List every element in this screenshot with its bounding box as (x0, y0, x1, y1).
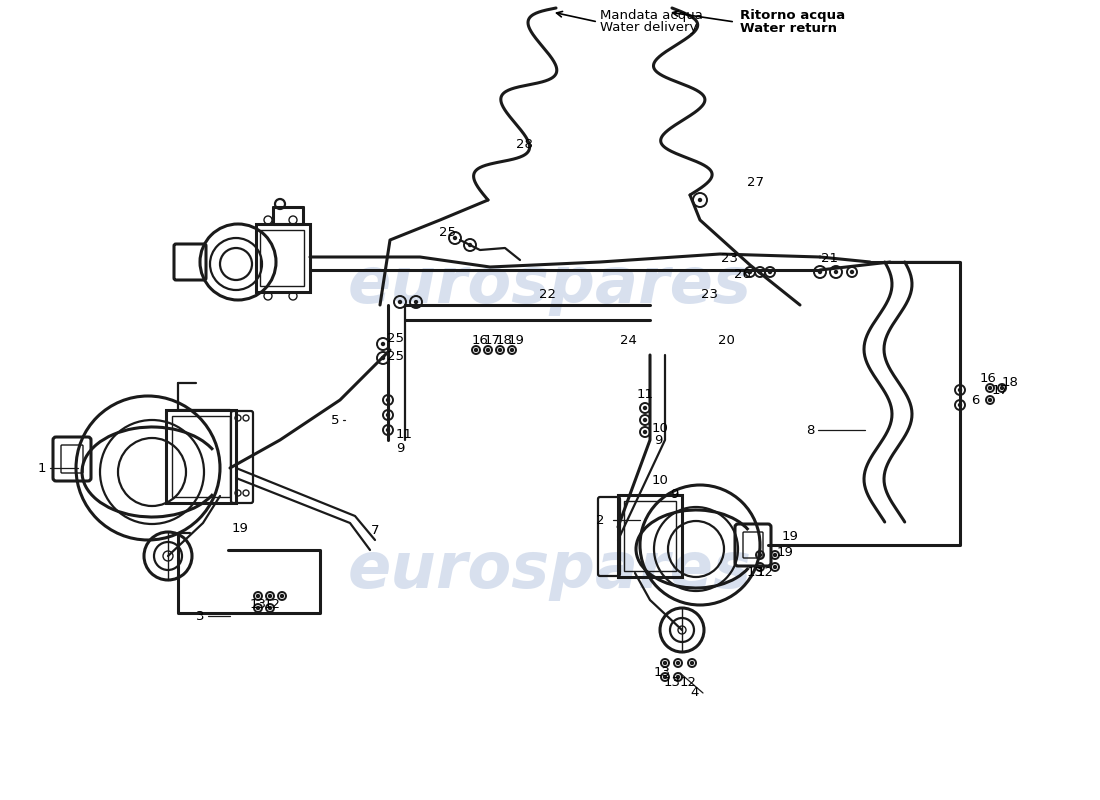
Circle shape (498, 349, 502, 351)
Text: 3: 3 (196, 610, 205, 622)
Text: 13: 13 (250, 598, 266, 611)
Text: 9: 9 (653, 434, 662, 446)
Text: 18: 18 (496, 334, 513, 346)
Text: 23: 23 (702, 287, 718, 301)
Text: 13: 13 (653, 666, 671, 679)
Circle shape (663, 662, 667, 665)
Circle shape (676, 675, 680, 678)
Text: 17: 17 (991, 383, 1009, 397)
Text: 24: 24 (619, 334, 637, 346)
Circle shape (268, 594, 272, 598)
Text: 12: 12 (264, 598, 280, 611)
Text: 19: 19 (232, 522, 249, 534)
Text: Mandata acqua: Mandata acqua (600, 9, 703, 22)
Text: 26: 26 (734, 269, 750, 282)
Text: 7: 7 (371, 523, 380, 537)
Text: 16: 16 (980, 371, 997, 385)
Circle shape (850, 270, 854, 274)
Circle shape (382, 342, 385, 346)
Circle shape (268, 606, 272, 610)
Circle shape (759, 554, 761, 557)
Circle shape (644, 430, 647, 434)
Circle shape (769, 270, 771, 274)
Circle shape (280, 594, 284, 598)
Circle shape (698, 198, 702, 202)
Text: 4: 4 (691, 686, 700, 699)
Circle shape (663, 675, 667, 678)
Text: 12: 12 (680, 675, 696, 689)
Circle shape (256, 606, 260, 610)
Circle shape (474, 349, 477, 351)
Circle shape (256, 594, 260, 598)
Text: 25: 25 (386, 350, 404, 362)
Text: 10: 10 (651, 474, 669, 486)
Circle shape (1001, 386, 1003, 390)
Circle shape (759, 270, 761, 274)
Circle shape (958, 389, 961, 391)
Text: 11: 11 (396, 429, 412, 442)
Circle shape (818, 270, 822, 274)
Text: 25: 25 (440, 226, 456, 238)
Text: 11: 11 (637, 389, 653, 402)
Circle shape (644, 406, 647, 410)
Text: Water delivery: Water delivery (600, 22, 697, 34)
Circle shape (469, 243, 472, 246)
Text: 10: 10 (651, 422, 669, 434)
Text: 16: 16 (472, 334, 488, 346)
Text: 13: 13 (747, 566, 763, 579)
Circle shape (989, 398, 991, 402)
Text: 19: 19 (782, 530, 799, 543)
Circle shape (676, 662, 680, 665)
Text: 20: 20 (717, 334, 735, 346)
Circle shape (759, 566, 761, 569)
Circle shape (415, 301, 418, 303)
Text: 9: 9 (670, 489, 679, 502)
Text: 19: 19 (507, 334, 525, 346)
Text: 27: 27 (748, 175, 764, 189)
Text: 28: 28 (516, 138, 532, 151)
Text: Water return: Water return (740, 22, 837, 34)
Text: 9: 9 (396, 442, 404, 454)
Text: 23: 23 (722, 251, 738, 265)
Text: 13: 13 (663, 675, 681, 689)
Circle shape (453, 237, 456, 239)
Circle shape (486, 349, 490, 351)
Text: eurospares: eurospares (348, 254, 752, 316)
Text: 21: 21 (822, 251, 838, 265)
Text: 1: 1 (37, 462, 46, 474)
Text: 25: 25 (386, 331, 404, 345)
Text: 22: 22 (539, 287, 557, 301)
Text: 17: 17 (484, 334, 500, 346)
Circle shape (382, 357, 385, 359)
Text: 5: 5 (331, 414, 339, 426)
Circle shape (989, 386, 991, 390)
Text: eurospares: eurospares (348, 539, 752, 601)
Text: 8: 8 (806, 423, 814, 437)
Text: 2: 2 (596, 514, 604, 526)
Circle shape (748, 270, 751, 274)
Circle shape (398, 301, 402, 303)
Circle shape (835, 270, 837, 274)
Text: Ritorno acqua: Ritorno acqua (740, 9, 845, 22)
Text: 18: 18 (1002, 375, 1019, 389)
Circle shape (958, 403, 961, 406)
Circle shape (386, 429, 389, 431)
Text: 12: 12 (757, 566, 773, 579)
Circle shape (510, 349, 514, 351)
Circle shape (773, 554, 777, 557)
Circle shape (644, 418, 647, 422)
Circle shape (691, 662, 693, 665)
Circle shape (386, 398, 389, 402)
Text: 19: 19 (777, 546, 793, 559)
Text: 6: 6 (971, 394, 979, 406)
Circle shape (386, 414, 389, 417)
Circle shape (773, 566, 777, 569)
